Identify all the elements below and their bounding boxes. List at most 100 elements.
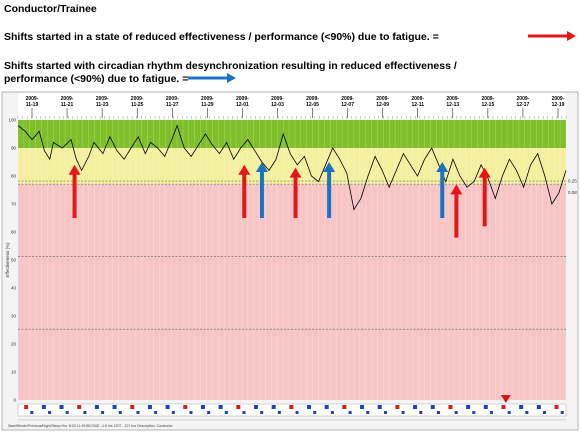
schedule-block	[165, 405, 170, 409]
chart-title: Conductor/Trainee	[4, 3, 97, 15]
y-tick-label: 100	[8, 118, 16, 123]
y-tick-label: 90	[11, 146, 17, 151]
red-arrow	[289, 167, 302, 218]
x-tick-date: 12-03	[271, 102, 284, 108]
schedule-block	[489, 411, 493, 414]
legend-blue-arrow	[188, 73, 236, 83]
x-tick-date: 11-19	[26, 102, 39, 108]
x-tick-year: 2009-	[236, 96, 249, 102]
schedule-block	[289, 405, 294, 409]
schedule-block	[413, 405, 418, 409]
legend-blue-text-line1: Shifts started with circadian rhythm des…	[4, 60, 457, 72]
schedule-block	[94, 405, 99, 409]
schedule-block	[154, 411, 158, 414]
x-tick-date: 11-27	[166, 102, 179, 108]
blue-arrow	[323, 162, 336, 218]
schedule-block	[401, 411, 405, 414]
schedule-block	[324, 405, 329, 409]
schedule-block	[83, 411, 87, 414]
y-tick-label: 0	[13, 398, 16, 403]
x-tick-date: 12-07	[341, 102, 354, 108]
x-tick-year: 2009-	[271, 96, 284, 102]
schedule-block	[430, 405, 435, 409]
schedule-block	[77, 405, 82, 409]
x-tick-year: 2009-	[446, 96, 459, 102]
x-tick-year: 2009-	[201, 96, 214, 102]
schedule-block	[525, 411, 529, 414]
schedule-block	[171, 411, 175, 414]
schedule-block	[454, 411, 458, 414]
x-tick-year: 2009-	[552, 96, 565, 102]
x-tick-year: 2009-	[96, 96, 109, 102]
schedule-block	[30, 411, 34, 414]
legend-red-arrow	[528, 31, 576, 41]
schedule-block	[366, 411, 370, 414]
x-tick-date: 12-09	[376, 102, 389, 108]
schedule-block	[436, 411, 440, 414]
schedule-block	[419, 411, 423, 414]
schedule-block	[271, 405, 276, 409]
y-tick-label: 30	[11, 314, 17, 319]
schedule-block	[448, 405, 453, 409]
band-yellow	[18, 148, 566, 185]
red-arrow	[68, 164, 81, 218]
schedule-block	[483, 405, 488, 409]
x-tick-year: 2009-	[61, 96, 74, 102]
band-green	[18, 120, 566, 148]
x-tick-year: 2009-	[306, 96, 319, 102]
schedule-block	[377, 405, 382, 409]
x-tick-date: 11-21	[61, 102, 74, 108]
schedule-block	[295, 411, 299, 414]
schedule-block	[101, 411, 105, 414]
footer-text: Start/Minute/Previous/Night/Sleep Hrs: 8…	[8, 424, 173, 428]
schedule-block	[24, 405, 29, 409]
schedule-block	[519, 405, 524, 409]
x-tick-date: 12-19	[552, 102, 565, 108]
schedule-block	[277, 411, 281, 414]
schedule-block	[41, 405, 46, 409]
x-tick-year: 2009-	[517, 96, 530, 102]
right-axis-label: 0.25	[568, 179, 577, 184]
y-tick-label: 60	[11, 230, 17, 235]
blue-arrow	[255, 162, 268, 218]
schedule-block	[130, 405, 135, 409]
schedule-block	[242, 411, 246, 414]
blue-arrow	[436, 162, 449, 218]
schedule-block	[307, 405, 312, 409]
x-tick-date: 12-13	[446, 102, 459, 108]
schedule-block	[189, 411, 193, 414]
red-arrow	[450, 184, 463, 238]
schedule-block	[118, 411, 122, 414]
schedule-block	[466, 405, 471, 409]
schedule-block	[395, 405, 400, 409]
schedule-block	[360, 405, 365, 409]
schedule-block	[348, 411, 352, 414]
legend-red-text: Shifts started in a state of reduced eff…	[4, 31, 439, 43]
x-tick-date: 12-01	[236, 102, 249, 108]
band-pink	[18, 184, 566, 400]
x-tick-date: 11-29	[201, 102, 214, 108]
y-tick-label: 70	[11, 202, 17, 207]
y-tick-label: 80	[11, 174, 17, 179]
schedule-block	[543, 411, 547, 414]
x-tick-year: 2009-	[166, 96, 179, 102]
schedule-block	[507, 411, 511, 414]
schedule-block	[472, 411, 476, 414]
x-tick-date: 12-05	[306, 102, 319, 108]
x-tick-year: 2009-	[376, 96, 389, 102]
x-tick-year: 2009-	[411, 96, 424, 102]
schedule-block	[112, 405, 117, 409]
schedule-block	[136, 411, 140, 414]
x-tick-year: 2009-	[341, 96, 354, 102]
schedule-block	[218, 405, 223, 409]
x-tick-date: 12-11	[411, 102, 424, 108]
date-header-band	[18, 93, 566, 119]
y-tick-label: 40	[11, 286, 17, 291]
x-tick-year: 2009-	[481, 96, 494, 102]
schedule-block	[342, 405, 347, 409]
y-tick-label: 50	[11, 258, 17, 263]
effectiveness-line	[17, 124, 567, 211]
schedule-block	[200, 405, 205, 409]
schedule-block	[383, 411, 387, 414]
